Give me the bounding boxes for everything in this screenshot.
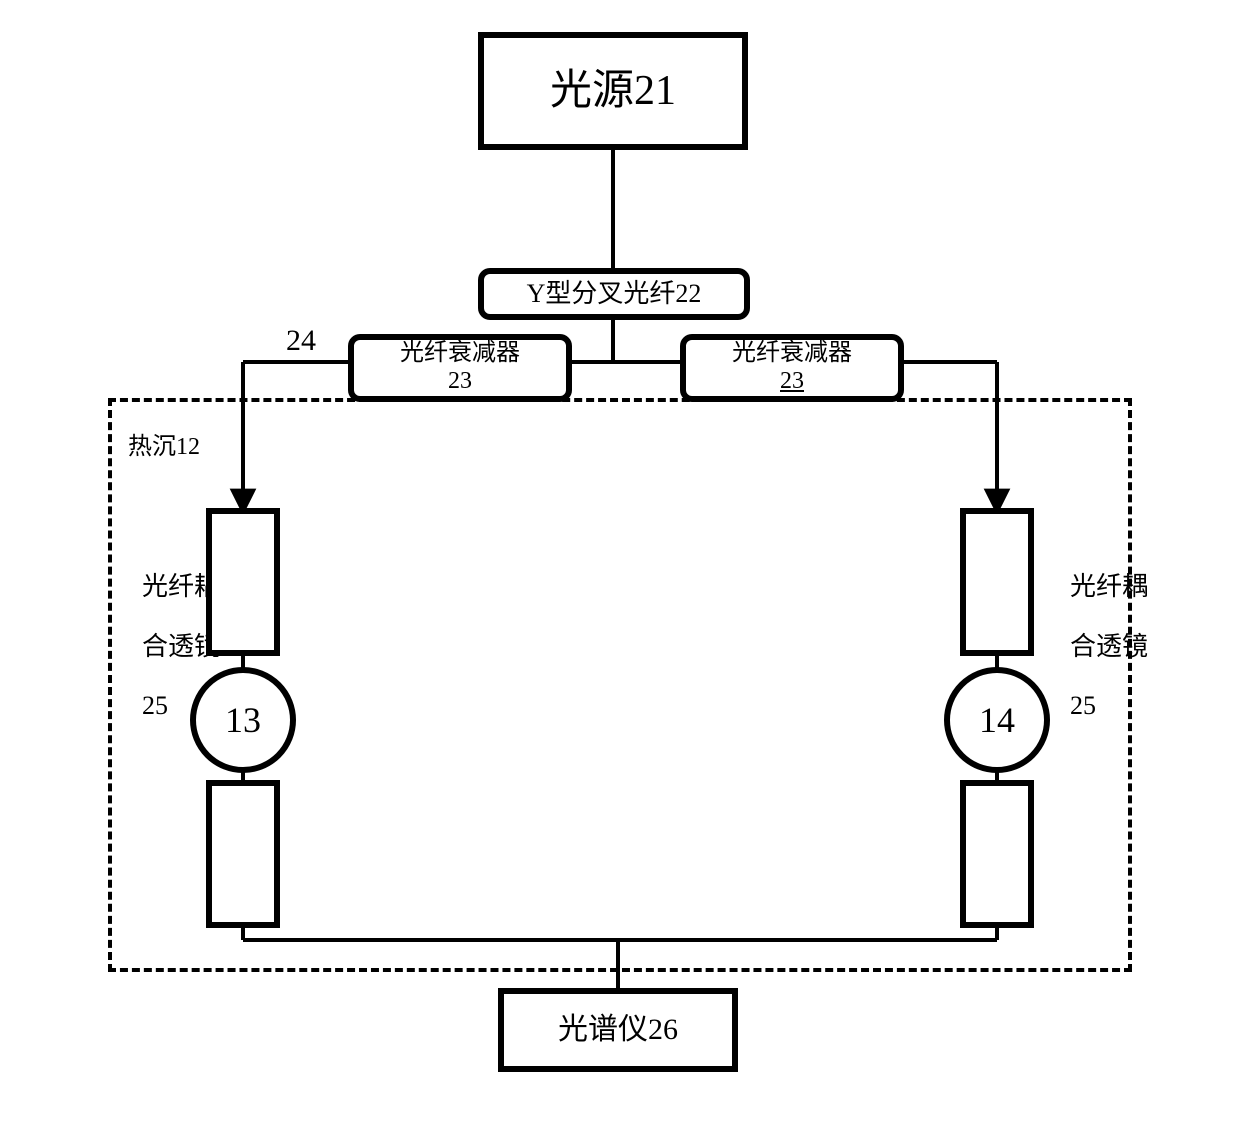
diagram-root: 热沉12 xyxy=(0,0,1240,1137)
lens-right-top xyxy=(960,508,1034,656)
sample-circle-14-label: 14 xyxy=(979,699,1015,741)
lens-right-bottom xyxy=(960,780,1034,928)
attenuator-left-line1: 光纤衰减器 xyxy=(400,340,520,368)
spectrometer-label: 光谱仪26 xyxy=(558,1013,678,1048)
attenuator-right-line1: 光纤衰减器 xyxy=(732,340,852,368)
lens-label-right-l2: 合透镜 xyxy=(1070,632,1148,661)
lens-label-right-l3: 25 xyxy=(1070,691,1096,720)
lens-label-right: 光纤耦 合透镜 25 xyxy=(1044,542,1148,751)
attenuator-right-line2: 23 xyxy=(780,368,804,396)
sample-circle-13-label: 13 xyxy=(225,699,261,741)
y-splitter-box: Y型分叉光纤22 xyxy=(478,268,750,320)
lens-left-top xyxy=(206,508,280,656)
attenuator-left-box: 光纤衰减器 23 xyxy=(348,334,572,402)
sample-circle-14: 14 xyxy=(944,667,1050,773)
ref-24-label: 24 xyxy=(286,324,316,359)
light-source-box: 光源21 xyxy=(478,32,748,150)
lens-left-bottom xyxy=(206,780,280,928)
y-splitter-label: Y型分叉光纤22 xyxy=(527,279,702,309)
heat-sink-label: 热沉12 xyxy=(128,434,200,462)
lens-label-left-l3: 25 xyxy=(142,691,168,720)
light-source-label: 光源21 xyxy=(550,67,676,115)
spectrometer-box: 光谱仪26 xyxy=(498,988,738,1072)
attenuator-right-box: 光纤衰减器 23 xyxy=(680,334,904,402)
attenuator-left-line2: 23 xyxy=(448,368,472,396)
sample-circle-13: 13 xyxy=(190,667,296,773)
lens-label-right-l1: 光纤耦 xyxy=(1070,572,1148,601)
